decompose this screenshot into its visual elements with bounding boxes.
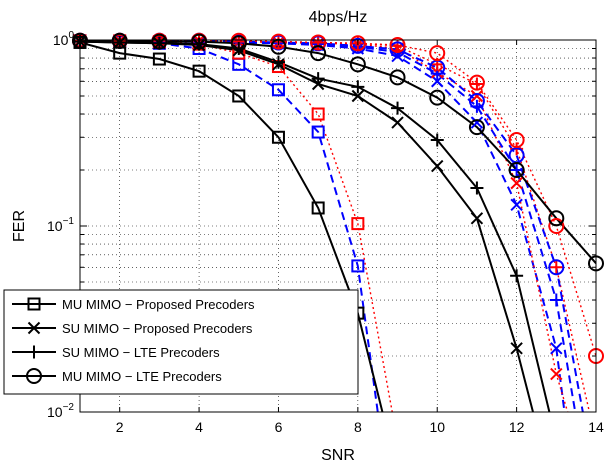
data-point (549, 260, 563, 274)
legend: MU MIMO − Proposed Precoders SU MIMO − Pr… (3, 289, 359, 395)
data-point (351, 80, 365, 94)
data-point (510, 342, 523, 355)
markers-layer (72, 32, 604, 381)
series-line-5 (80, 40, 393, 412)
data-point (470, 212, 484, 225)
data-point (191, 33, 208, 50)
y-tick-label: 10−2 (47, 402, 74, 420)
y-tick-base: 10 (47, 218, 63, 234)
data-point (548, 218, 565, 234)
legend-marker (27, 321, 41, 335)
x-tick-labels: 2 4 6 8 10 12 14 (116, 419, 604, 435)
data-point (431, 75, 444, 88)
data-point (429, 89, 446, 106)
data-point (510, 269, 524, 283)
x-tick-label: 14 (588, 419, 604, 435)
data-point (470, 77, 484, 91)
data-point (468, 92, 485, 109)
y-tick-exponent: −2 (63, 402, 75, 413)
data-point (349, 35, 366, 52)
x-tick-label: 10 (429, 419, 445, 435)
data-point (111, 32, 128, 49)
data-point (351, 259, 365, 273)
data-point (389, 41, 406, 58)
x-tick-label: 8 (354, 419, 362, 435)
y-tick-base: 10 (53, 32, 69, 48)
data-point (310, 45, 327, 62)
x-tick-label: 4 (195, 419, 203, 435)
data-point (351, 89, 365, 103)
y-axis-label: FER (11, 210, 28, 242)
data-point (468, 119, 485, 136)
data-point (508, 162, 525, 179)
data-point (270, 33, 287, 50)
data-point (232, 89, 246, 103)
data-point (470, 181, 484, 195)
y-tick-label: 10−1 (47, 216, 74, 234)
data-point (311, 201, 325, 215)
data-point (311, 72, 325, 86)
series-line-6 (80, 40, 566, 412)
data-point (510, 198, 523, 212)
data-point (508, 131, 525, 148)
legend-marker (26, 368, 42, 384)
data-point (152, 36, 166, 50)
data-point (431, 159, 444, 173)
data-point (271, 55, 285, 69)
series-line-0 (80, 41, 384, 412)
x-tick-label: 2 (116, 419, 124, 435)
legend-marker (27, 345, 41, 359)
data-point (311, 125, 325, 139)
data-point (271, 83, 285, 97)
data-point (548, 259, 565, 276)
data-point (548, 210, 565, 227)
data-point (510, 163, 524, 177)
data-point (430, 133, 444, 147)
y-tick-exponent: 0 (68, 30, 74, 41)
y-tick-base: 10 (47, 404, 63, 420)
legend-label: SU MIMO − LTE Precoders (62, 345, 220, 360)
data-point (391, 101, 405, 115)
data-point (349, 56, 366, 73)
data-point (470, 116, 484, 129)
chart-title: 4bps/Hz (309, 9, 368, 26)
data-point (510, 176, 523, 190)
legend-box (3, 289, 359, 395)
data-point (429, 45, 446, 62)
legend-label: MU MIMO − Proposed Precoders (62, 297, 255, 312)
x-tick-label: 6 (275, 419, 283, 435)
x-axis-label: SNR (321, 447, 355, 464)
data-point (468, 74, 485, 91)
y-tick-exponent: −1 (63, 216, 75, 227)
legend-label: MU MIMO − LTE Precoders (62, 369, 222, 384)
data-point (152, 52, 166, 66)
data-point (192, 64, 206, 78)
data-point (311, 107, 325, 121)
legend-marker (27, 297, 41, 311)
data-point (550, 342, 563, 355)
data-point (391, 116, 404, 129)
x-tick-label: 12 (509, 419, 525, 435)
data-point (389, 69, 406, 86)
data-point (271, 130, 285, 144)
data-point (230, 35, 247, 52)
y-tick-label: 100 (53, 30, 75, 48)
data-point (151, 33, 168, 50)
data-point (470, 89, 484, 103)
legend-label: SU MIMO − Proposed Precoders (62, 321, 253, 336)
data-point (310, 34, 327, 51)
data-point (550, 367, 563, 381)
data-point (389, 36, 406, 53)
data-point (351, 217, 365, 231)
series-line-10 (80, 40, 584, 412)
ticks (80, 40, 597, 413)
data-point (549, 293, 563, 307)
